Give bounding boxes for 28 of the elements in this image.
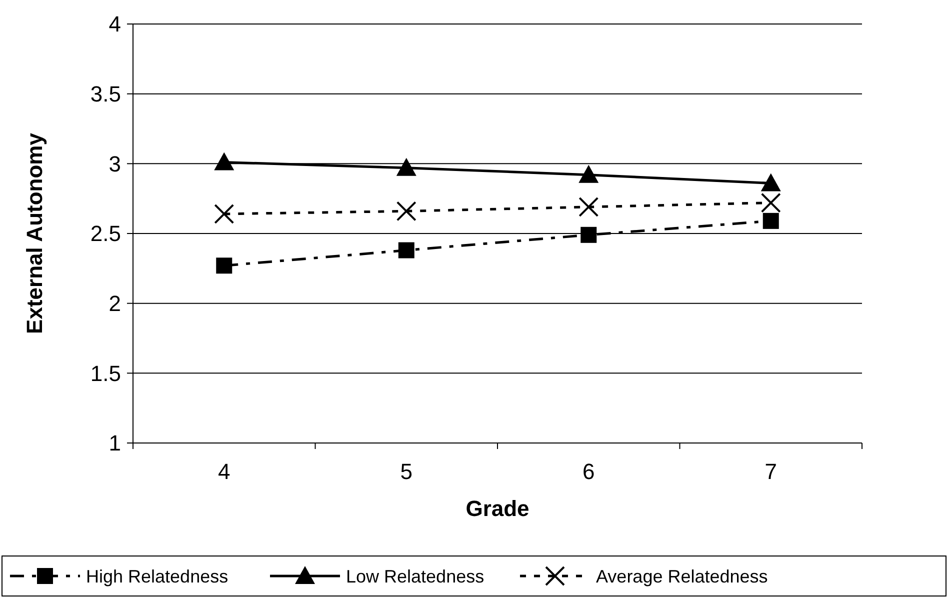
y-tick-label: 1.5 — [90, 360, 121, 386]
legend-label: Low Relatedness — [346, 566, 484, 586]
point — [760, 192, 781, 213]
y-tick-label: 2.5 — [90, 221, 121, 246]
point — [760, 173, 781, 192]
y-tick-label: 3 — [108, 151, 121, 176]
point — [216, 258, 232, 274]
legend-label: High Relatedness — [86, 566, 228, 586]
x-axis-title: Grade — [466, 496, 530, 521]
point — [578, 196, 599, 217]
x-tick-label: 6 — [582, 459, 595, 484]
y-tick-label: 2 — [108, 291, 121, 316]
y-tick-label: 4 — [108, 12, 121, 37]
x-tick-label: 7 — [764, 459, 777, 484]
x-tick-label: 4 — [218, 459, 230, 484]
point — [214, 204, 234, 224]
x-tick-label: 5 — [400, 459, 412, 484]
y-axis-title: External Autonomy — [22, 132, 47, 334]
point — [762, 212, 779, 229]
point — [578, 164, 599, 183]
point — [396, 201, 416, 222]
legend-label: Average Relatedness — [596, 566, 768, 586]
point — [398, 242, 414, 258]
y-tick-label: 1 — [108, 430, 121, 456]
y-tick-label: 3.5 — [90, 82, 121, 107]
point — [580, 226, 597, 243]
point — [214, 152, 234, 170]
point — [396, 158, 416, 176]
